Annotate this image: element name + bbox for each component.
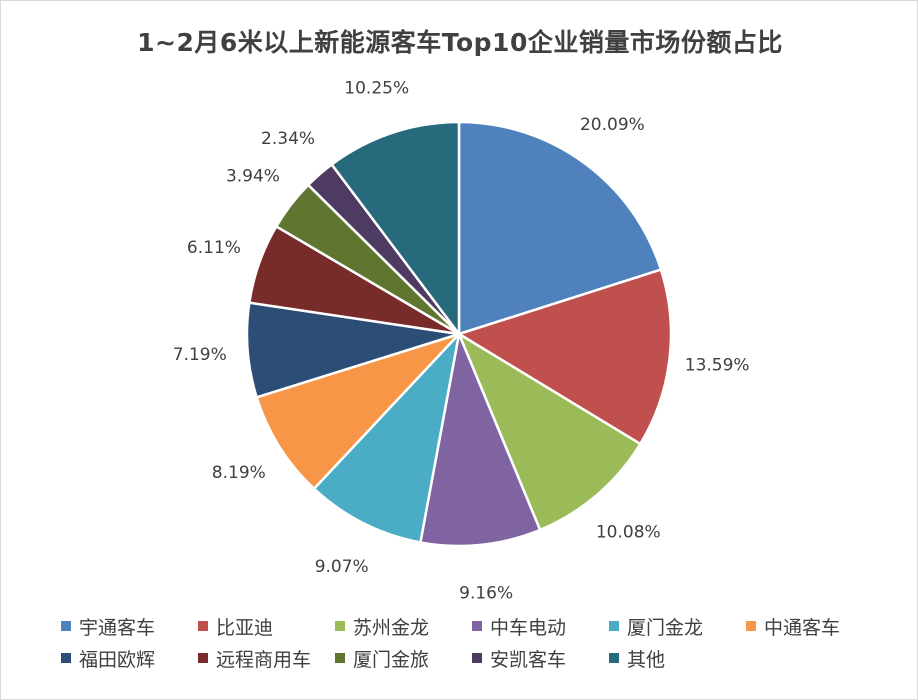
legend-item: 厦门金旅 bbox=[335, 645, 472, 672]
legend-swatch bbox=[609, 621, 619, 631]
pie-slice bbox=[312, 332, 461, 544]
legend-label: 其他 bbox=[627, 648, 666, 671]
legend-swatch bbox=[472, 621, 482, 631]
legend-swatch bbox=[61, 621, 71, 631]
slice-data-label: 2.34% bbox=[261, 129, 315, 149]
legend-item: 福田欧辉 bbox=[61, 645, 198, 672]
legend-item: 安凯客车 bbox=[472, 645, 609, 672]
legend-label: 厦门金龙 bbox=[627, 616, 704, 639]
legend-item: 远程商用车 bbox=[198, 645, 335, 672]
pie-slice bbox=[457, 120, 663, 336]
slice-data-label: 3.94% bbox=[226, 166, 280, 186]
legend-swatch bbox=[335, 653, 345, 663]
legend-swatch bbox=[746, 621, 756, 631]
slice-data-label: 7.19% bbox=[173, 345, 227, 365]
pie-slice bbox=[330, 120, 461, 336]
legend-label: 苏州金龙 bbox=[353, 616, 430, 639]
legend-swatch bbox=[335, 621, 345, 631]
legend-item: 宇通客车 bbox=[61, 613, 198, 640]
legend-label: 宇通客车 bbox=[79, 616, 156, 639]
legend-swatch bbox=[609, 653, 619, 663]
pie-slice bbox=[255, 332, 461, 490]
legend-row: 宇通客车 比亚迪 苏州金龙 中车电动 厦门金龙 中通客车 bbox=[61, 613, 886, 639]
legend-label: 比亚迪 bbox=[216, 616, 274, 639]
legend-item: 其他 bbox=[609, 645, 746, 672]
pie-slice bbox=[457, 332, 642, 532]
legend-swatch bbox=[198, 621, 208, 631]
chart-title: 1~2月6米以上新能源客车Top10企业销量市场份额占比 bbox=[137, 28, 783, 57]
slice-data-label: 9.16% bbox=[459, 584, 513, 604]
legend-label: 福田欧辉 bbox=[79, 648, 156, 671]
legend-swatch bbox=[472, 653, 482, 663]
legend-row: 福田欧辉 远程商用车 厦门金旅 安凯客车 其他 bbox=[61, 645, 746, 671]
slice-data-label: 13.59% bbox=[685, 356, 750, 376]
legend-item: 苏州金龙 bbox=[335, 613, 472, 640]
legend-swatch bbox=[61, 653, 71, 663]
slice-data-label: 10.08% bbox=[596, 522, 661, 542]
pie-slice bbox=[457, 268, 673, 446]
slice-data-label: 8.19% bbox=[212, 463, 266, 483]
legend-label: 中车电动 bbox=[490, 616, 567, 639]
slice-data-label: 10.25% bbox=[344, 78, 409, 98]
legend-item: 中通客车 bbox=[746, 613, 886, 640]
legend-item: 厦门金龙 bbox=[609, 613, 746, 640]
slice-data-label: 6.11% bbox=[187, 238, 241, 258]
pie-chart: 20.09% 13.59% 10.08% 9.16% 9.07% 8.19% 7.19% 6.… bbox=[173, 78, 750, 604]
slice-data-label: 9.07% bbox=[315, 557, 369, 577]
legend-label: 安凯客车 bbox=[490, 648, 567, 671]
legend-label: 厦门金旅 bbox=[353, 648, 430, 671]
legend-label: 中通客车 bbox=[764, 616, 841, 639]
legend-label: 远程商用车 bbox=[216, 648, 312, 671]
slice-data-label: 20.09% bbox=[580, 115, 645, 135]
legend-swatch bbox=[198, 653, 208, 663]
legend-item: 比亚迪 bbox=[198, 613, 335, 640]
legend-item: 中车电动 bbox=[472, 613, 609, 640]
